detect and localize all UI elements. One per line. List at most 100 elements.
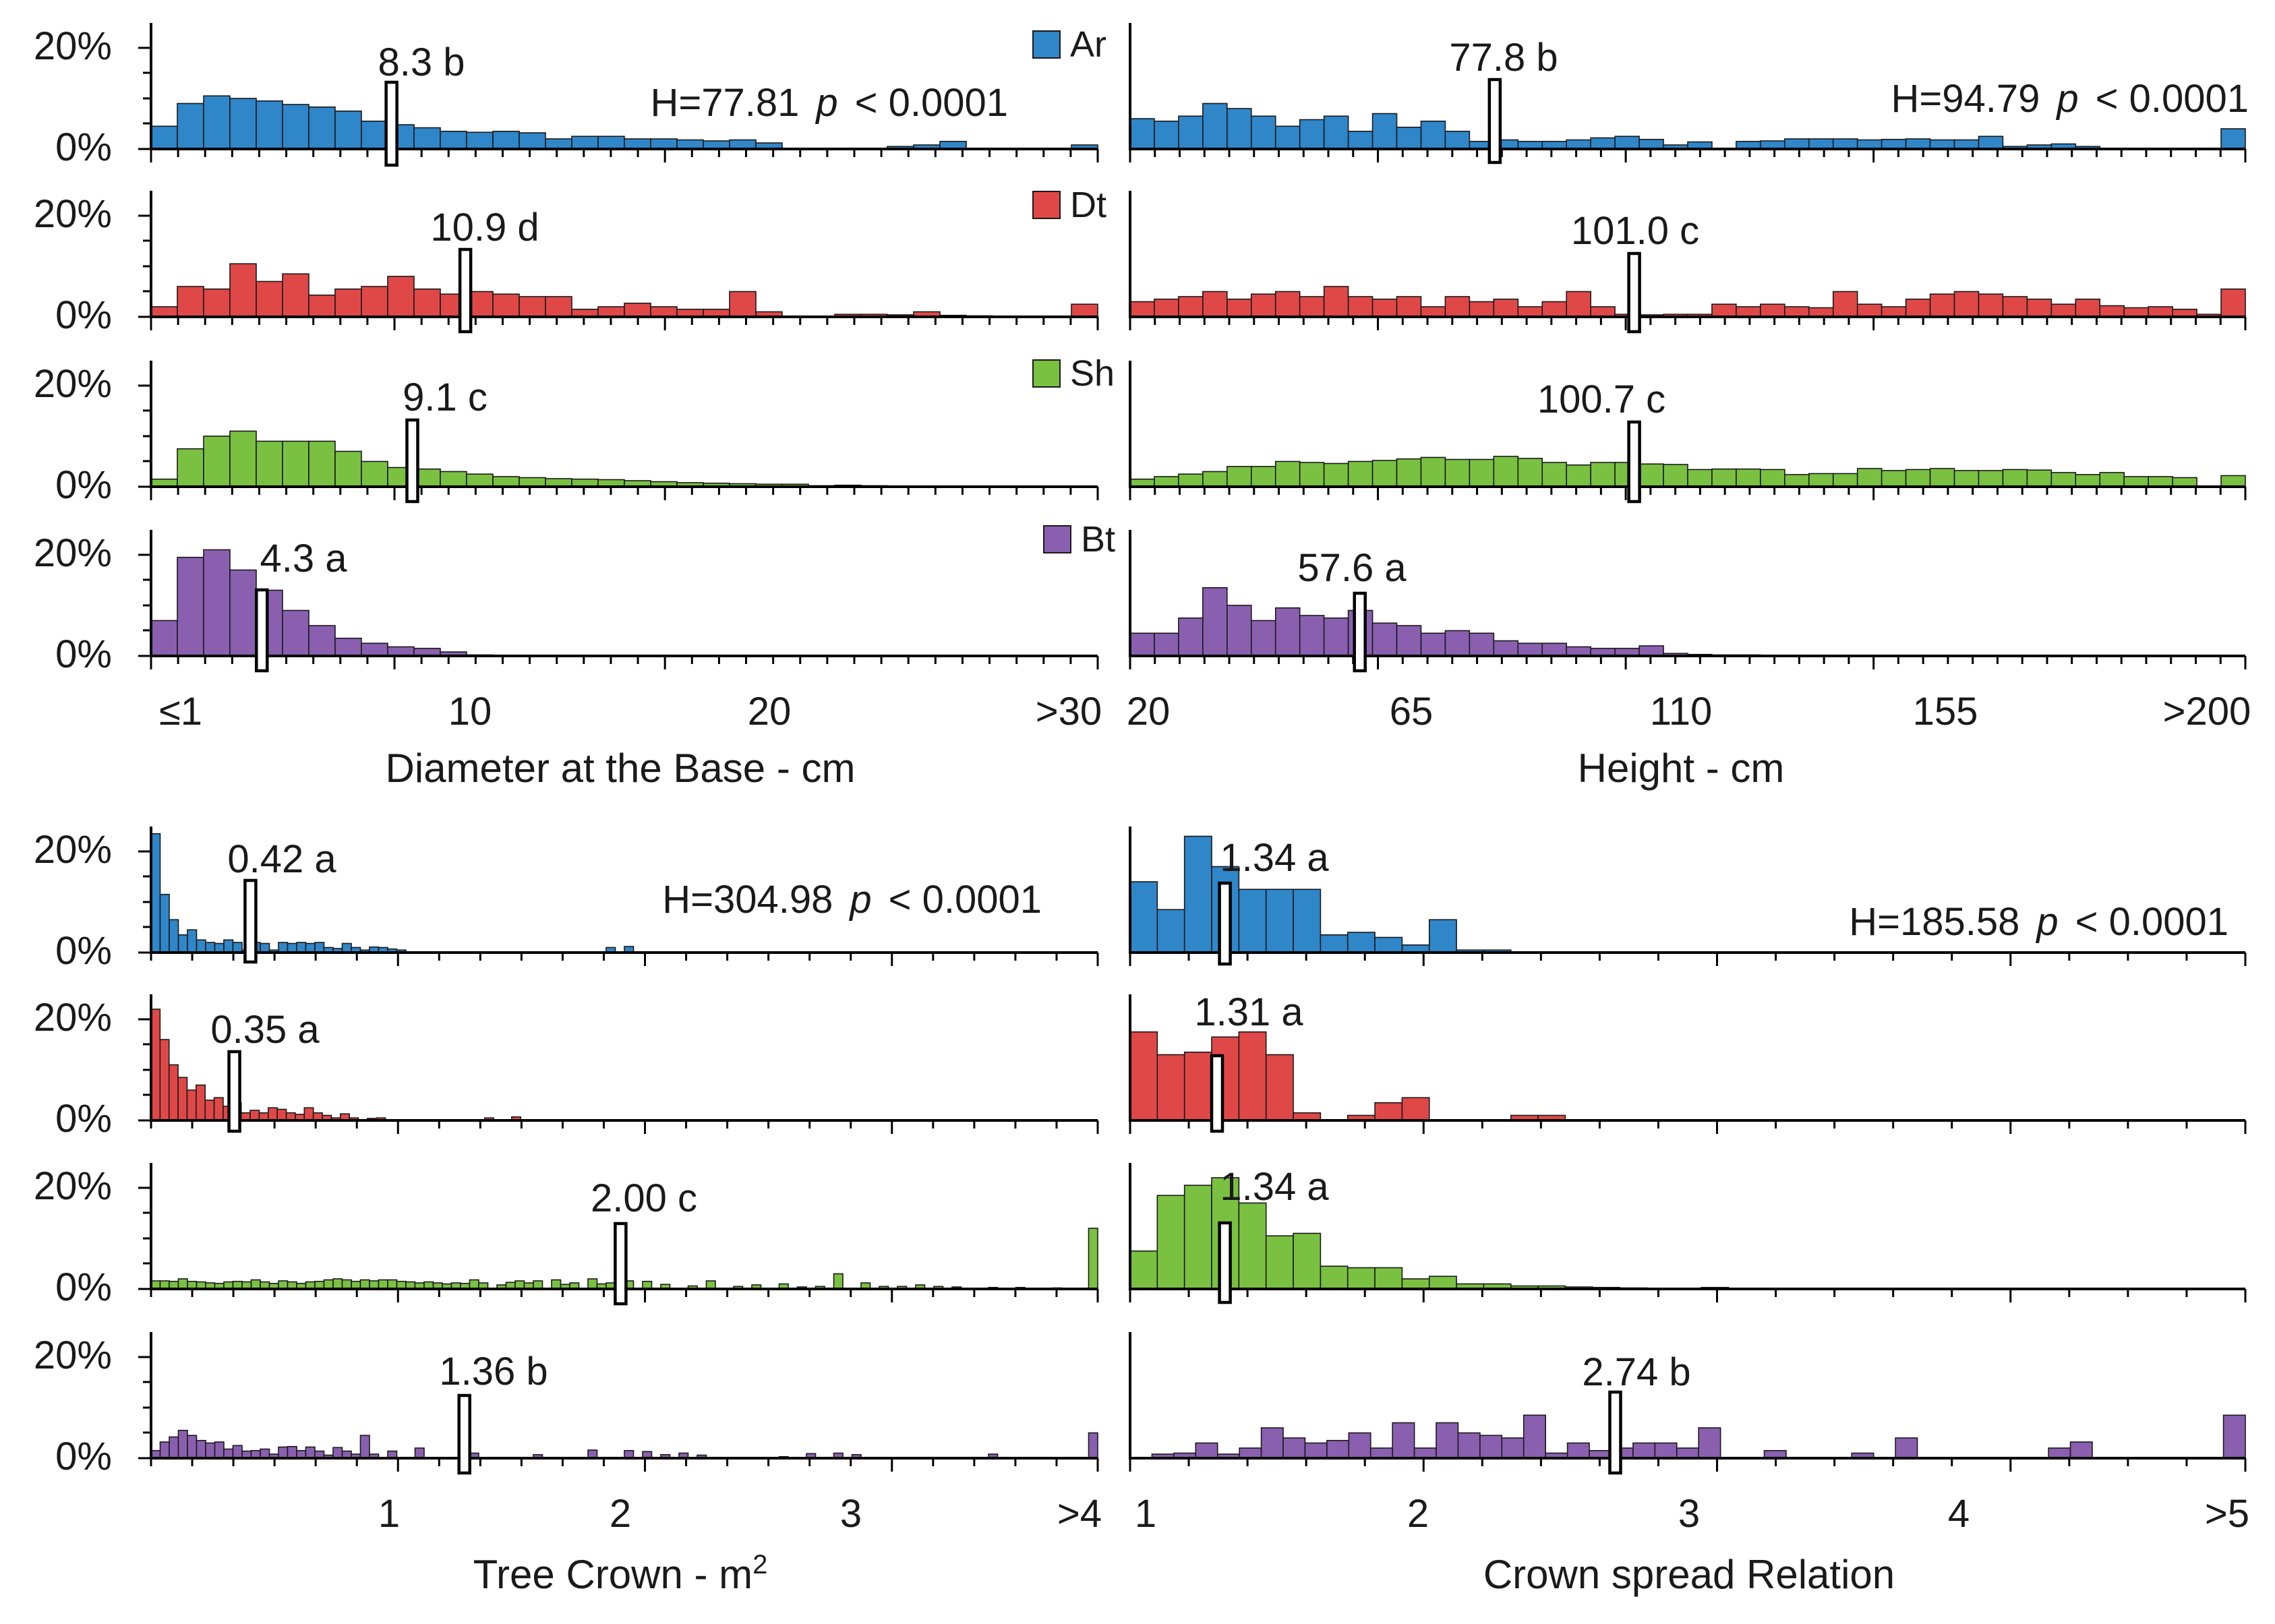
histogram-bar xyxy=(1808,473,1834,487)
histogram-bar xyxy=(1566,646,1591,657)
histogram-bar xyxy=(1676,1447,1700,1459)
histogram-bar xyxy=(1444,630,1471,657)
histogram-bar xyxy=(359,1435,370,1459)
stat-h-height: H=94.79 p < 0.0001 xyxy=(1891,77,2249,121)
histogram-bar xyxy=(159,1039,170,1121)
histogram-bar xyxy=(1881,306,1907,318)
histogram-bar xyxy=(305,942,316,953)
histogram-bar xyxy=(1265,889,1294,953)
legend-label-bt: Bt xyxy=(1081,519,1115,560)
histogram-bar xyxy=(203,549,231,657)
mean-marker-ar-crown xyxy=(243,878,258,964)
histogram-bar xyxy=(1265,1235,1294,1290)
x-tick-label: >200 xyxy=(2163,690,2251,733)
histogram-bar xyxy=(440,130,467,150)
histogram-bar xyxy=(729,139,757,150)
x-tick-label: 110 xyxy=(1650,690,1712,733)
histogram-bar xyxy=(1347,130,1373,150)
histogram-bar xyxy=(1156,1054,1185,1121)
histogram-bar xyxy=(2148,306,2173,318)
histogram-bar xyxy=(1374,936,1403,953)
mean-marker-sh-spread xyxy=(1218,1221,1232,1304)
histogram-bar xyxy=(1711,468,1737,487)
row-ar-crown: 20% 0% 0.42 a H=304.98 p < 0.0001 xyxy=(34,826,1099,973)
x-tick-label: 10 xyxy=(448,690,492,733)
histogram-bar xyxy=(282,104,309,150)
legend-swatch-bt xyxy=(1043,525,1071,553)
mean-label-ar-height: 77.8 b xyxy=(1449,36,1558,80)
y-tick-label-20: 20% xyxy=(34,1333,112,1377)
x-tick-label: 3 xyxy=(1678,1492,1700,1536)
mean-label-dt-diameter: 10.9 d xyxy=(430,206,539,249)
histogram-bar xyxy=(1282,1437,1306,1459)
histogram-bar xyxy=(2002,296,2028,318)
histogram-bar xyxy=(1396,625,1422,657)
histogram-bar xyxy=(169,1436,179,1459)
histogram-bar xyxy=(1832,473,1858,487)
histogram-bar xyxy=(1832,138,1858,150)
histogram-bar xyxy=(1238,889,1267,953)
histogram-bar xyxy=(1260,1427,1284,1459)
histogram-bar xyxy=(1856,139,1883,150)
histogram-bar xyxy=(1274,291,1301,318)
mean-label-dt-crown: 0.35 a xyxy=(210,1008,320,1052)
histogram-bar xyxy=(1227,466,1252,487)
histogram-bar xyxy=(256,280,283,318)
histogram-bar xyxy=(303,1107,314,1121)
histogram-bar xyxy=(361,120,388,150)
histogram-bar xyxy=(1129,632,1155,657)
row-dt-crown: 20% 0% 0.35 a xyxy=(34,994,1099,1141)
histogram-bar xyxy=(1299,615,1325,657)
x-tick-label: 20 xyxy=(748,690,792,733)
row-ar-height: 77.8 b H=94.79 p < 0.0001 xyxy=(1129,23,2249,164)
mean-label-ar-diameter: 8.3 b xyxy=(378,40,465,84)
histogram-bar xyxy=(2026,469,2052,487)
histogram-bar xyxy=(186,1089,197,1121)
histogram-bar xyxy=(466,131,494,150)
histogram-bar xyxy=(519,132,546,150)
histogram-bar xyxy=(232,1445,243,1459)
histogram-bar xyxy=(1202,291,1228,318)
histogram-bar xyxy=(2123,476,2149,487)
histogram-bar xyxy=(624,138,651,150)
histogram-bar xyxy=(314,942,325,953)
histogram-bar xyxy=(833,1273,844,1290)
histogram-bar xyxy=(229,98,257,150)
histogram-bar xyxy=(205,1442,216,1459)
histogram-bar xyxy=(1736,468,1761,487)
histogram-bar xyxy=(624,302,651,318)
mean-label-bt-spread: 2.74 b xyxy=(1582,1350,1690,1394)
x-axis-title-height: Height - cm xyxy=(1578,746,1785,791)
row-ar-diameter: 20% 0% 8.3 b H=77.81 p < 0.0001 Ar xyxy=(34,23,1106,169)
histogram-bar xyxy=(256,440,283,487)
histogram-bar xyxy=(1978,470,2004,487)
y-tick-label-20: 20% xyxy=(34,996,112,1040)
histogram-bar xyxy=(1129,1031,1158,1121)
mean-label-bt-height: 57.6 a xyxy=(1297,546,1407,590)
mean-marker-bt-diameter xyxy=(255,588,269,673)
histogram-bar xyxy=(196,939,206,953)
histogram-bar xyxy=(1156,1195,1185,1290)
histogram-bar xyxy=(1323,462,1349,487)
x-tick-label: 2 xyxy=(610,1492,631,1536)
histogram-bar xyxy=(1428,919,1457,953)
histogram-bar xyxy=(1250,466,1276,487)
panel-spread: 1.34 a H=185.58 p < 0.0001 1.31 a 1.34 a xyxy=(1129,826,2249,1597)
histogram-bar xyxy=(1856,468,1883,487)
histogram-bar xyxy=(203,95,231,150)
stat-h-spread: H=185.58 p < 0.0001 xyxy=(1849,900,2228,944)
row-dt-spread: 1.31 a xyxy=(1129,990,2247,1134)
mean-marker-dt-height xyxy=(1627,251,1641,334)
histogram-bar xyxy=(1154,476,1179,487)
histogram-bar xyxy=(229,263,257,318)
histogram-bar xyxy=(1320,1265,1349,1290)
histogram-bar xyxy=(250,1279,261,1290)
histogram-bar xyxy=(545,138,572,150)
histogram-bar xyxy=(1088,1228,1098,1290)
histogram-bar xyxy=(1698,1427,1721,1459)
histogram-bar xyxy=(203,435,231,487)
legend-label-ar: Ar xyxy=(1070,24,1106,65)
histogram-bar xyxy=(597,136,625,150)
histogram-bar xyxy=(1178,473,1204,487)
